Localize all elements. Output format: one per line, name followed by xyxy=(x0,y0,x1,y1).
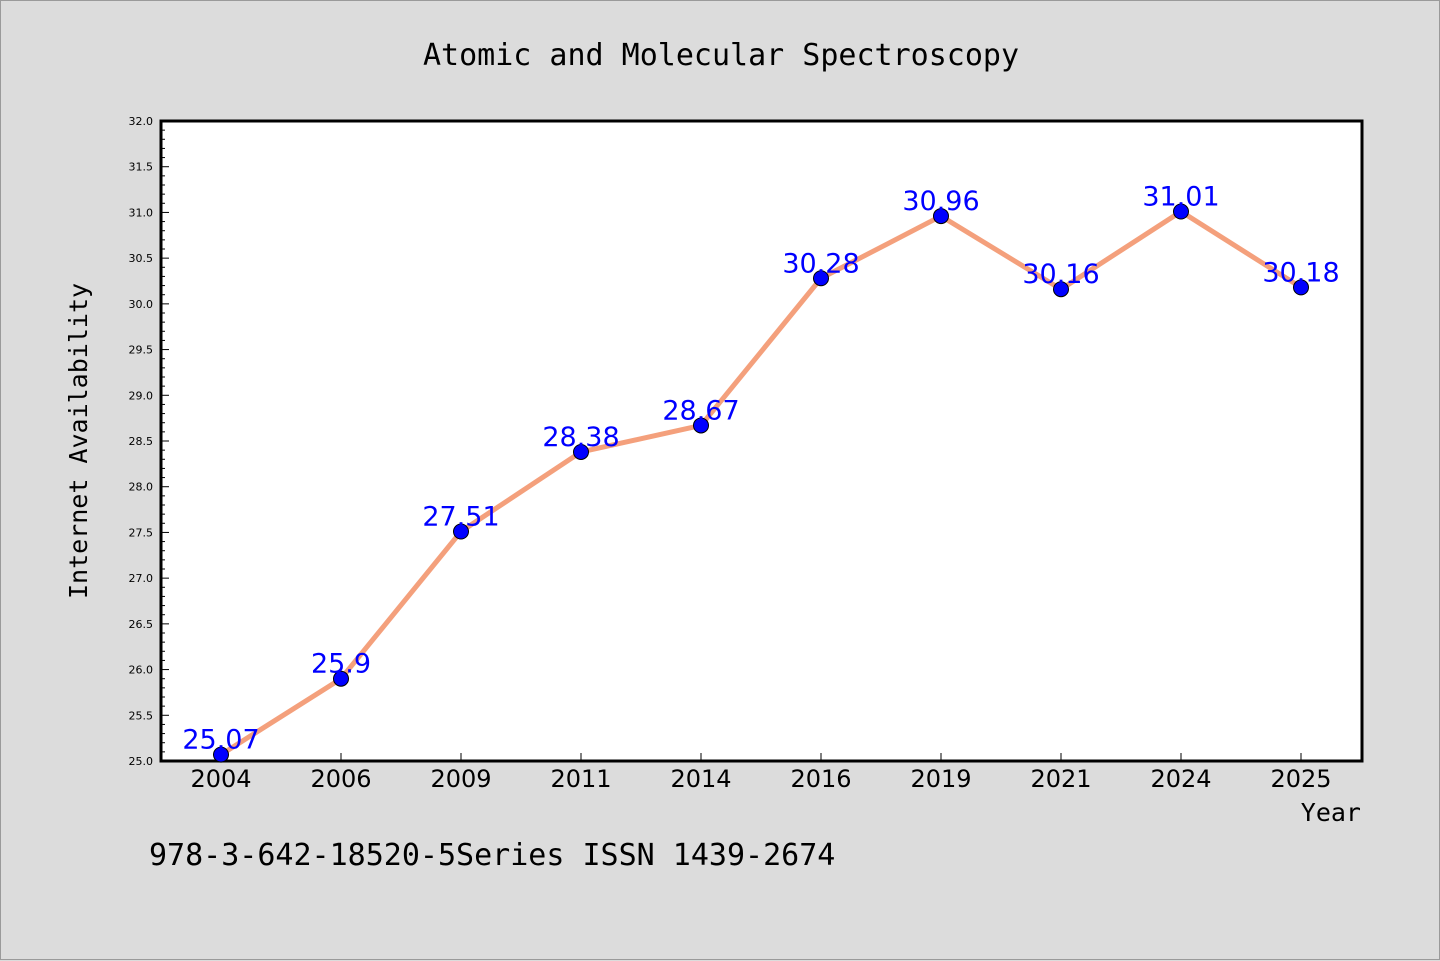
x-tick-label: 2006 xyxy=(310,765,371,793)
x-axis-label: Year xyxy=(1301,798,1361,827)
data-point xyxy=(453,523,469,540)
series-layer xyxy=(213,203,1309,763)
data-label: 25.07 xyxy=(182,725,259,756)
y-tick-label: 25.0 xyxy=(129,755,154,768)
x-tick-label: 2014 xyxy=(670,765,731,793)
data-label: 31.01 xyxy=(1142,182,1219,213)
data-point xyxy=(1173,203,1189,220)
y-axis: 25.0 25.5 26.0 26.5 27.0 27.5 28.0 28.5 29.0 29.5… xyxy=(129,115,169,768)
y-tick-label: 27.5 xyxy=(129,526,154,539)
y-tick-label: 28.5 xyxy=(129,435,154,448)
chart-title: Atomic and Molecular Spectroscopy xyxy=(423,38,1019,73)
footer-text: 978-3-642-18520-5Series ISSN 1439-2674 xyxy=(149,838,835,873)
data-point xyxy=(573,443,589,460)
x-tick-label: 2004 xyxy=(190,765,251,793)
y-tick-label: 26.5 xyxy=(129,618,154,631)
y-tick-label: 26.0 xyxy=(129,664,154,677)
x-tick-label: 2016 xyxy=(790,765,851,793)
data-point xyxy=(1053,281,1069,298)
x-tick-label: 2011 xyxy=(550,765,611,793)
data-label: 25.9 xyxy=(311,649,371,680)
y-axis-label: Internet Availability xyxy=(64,283,93,599)
y-tick-label: 31.0 xyxy=(129,206,154,219)
data-label: 28.38 xyxy=(542,422,619,453)
y-tick-label: 31.5 xyxy=(129,161,154,174)
y-tick-label: 30.5 xyxy=(129,252,154,265)
y-tick-label: 27.0 xyxy=(129,572,154,585)
data-label: 30.28 xyxy=(782,248,859,279)
y-tick-label: 29.0 xyxy=(129,389,154,402)
y-tick-label: 32.0 xyxy=(129,115,154,128)
data-label: 30.96 xyxy=(902,186,979,217)
y-tick-label: 29.5 xyxy=(129,344,154,357)
y-tick-label: 28.0 xyxy=(129,481,154,494)
x-axis: 2004 2006 2009 2011 2014 2016 2019 2021 2024 2025 xyxy=(190,753,1332,793)
data-point xyxy=(1293,279,1309,296)
data-label: 28.67 xyxy=(662,395,739,426)
x-tick-label: 2021 xyxy=(1030,765,1091,793)
x-tick-label: 2009 xyxy=(430,765,491,793)
data-point xyxy=(213,746,229,763)
data-label: 30.18 xyxy=(1262,257,1339,288)
data-label: 30.16 xyxy=(1022,259,1099,290)
x-tick-label: 2019 xyxy=(910,765,971,793)
data-point xyxy=(693,417,709,434)
data-label-layer: 25.07 25.9 27.51 28.38 28.67 30.28 30.96 30.16 3… xyxy=(182,182,1339,756)
x-tick-label: 2024 xyxy=(1150,765,1211,793)
y-tick-label: 30.0 xyxy=(129,298,154,311)
data-point xyxy=(813,270,829,287)
series-line xyxy=(218,209,1304,758)
data-label: 27.51 xyxy=(422,502,499,533)
data-point xyxy=(333,670,349,687)
data-point xyxy=(933,208,949,225)
y-tick-label: 25.5 xyxy=(129,709,154,722)
x-tick-label: 2025 xyxy=(1270,765,1331,793)
